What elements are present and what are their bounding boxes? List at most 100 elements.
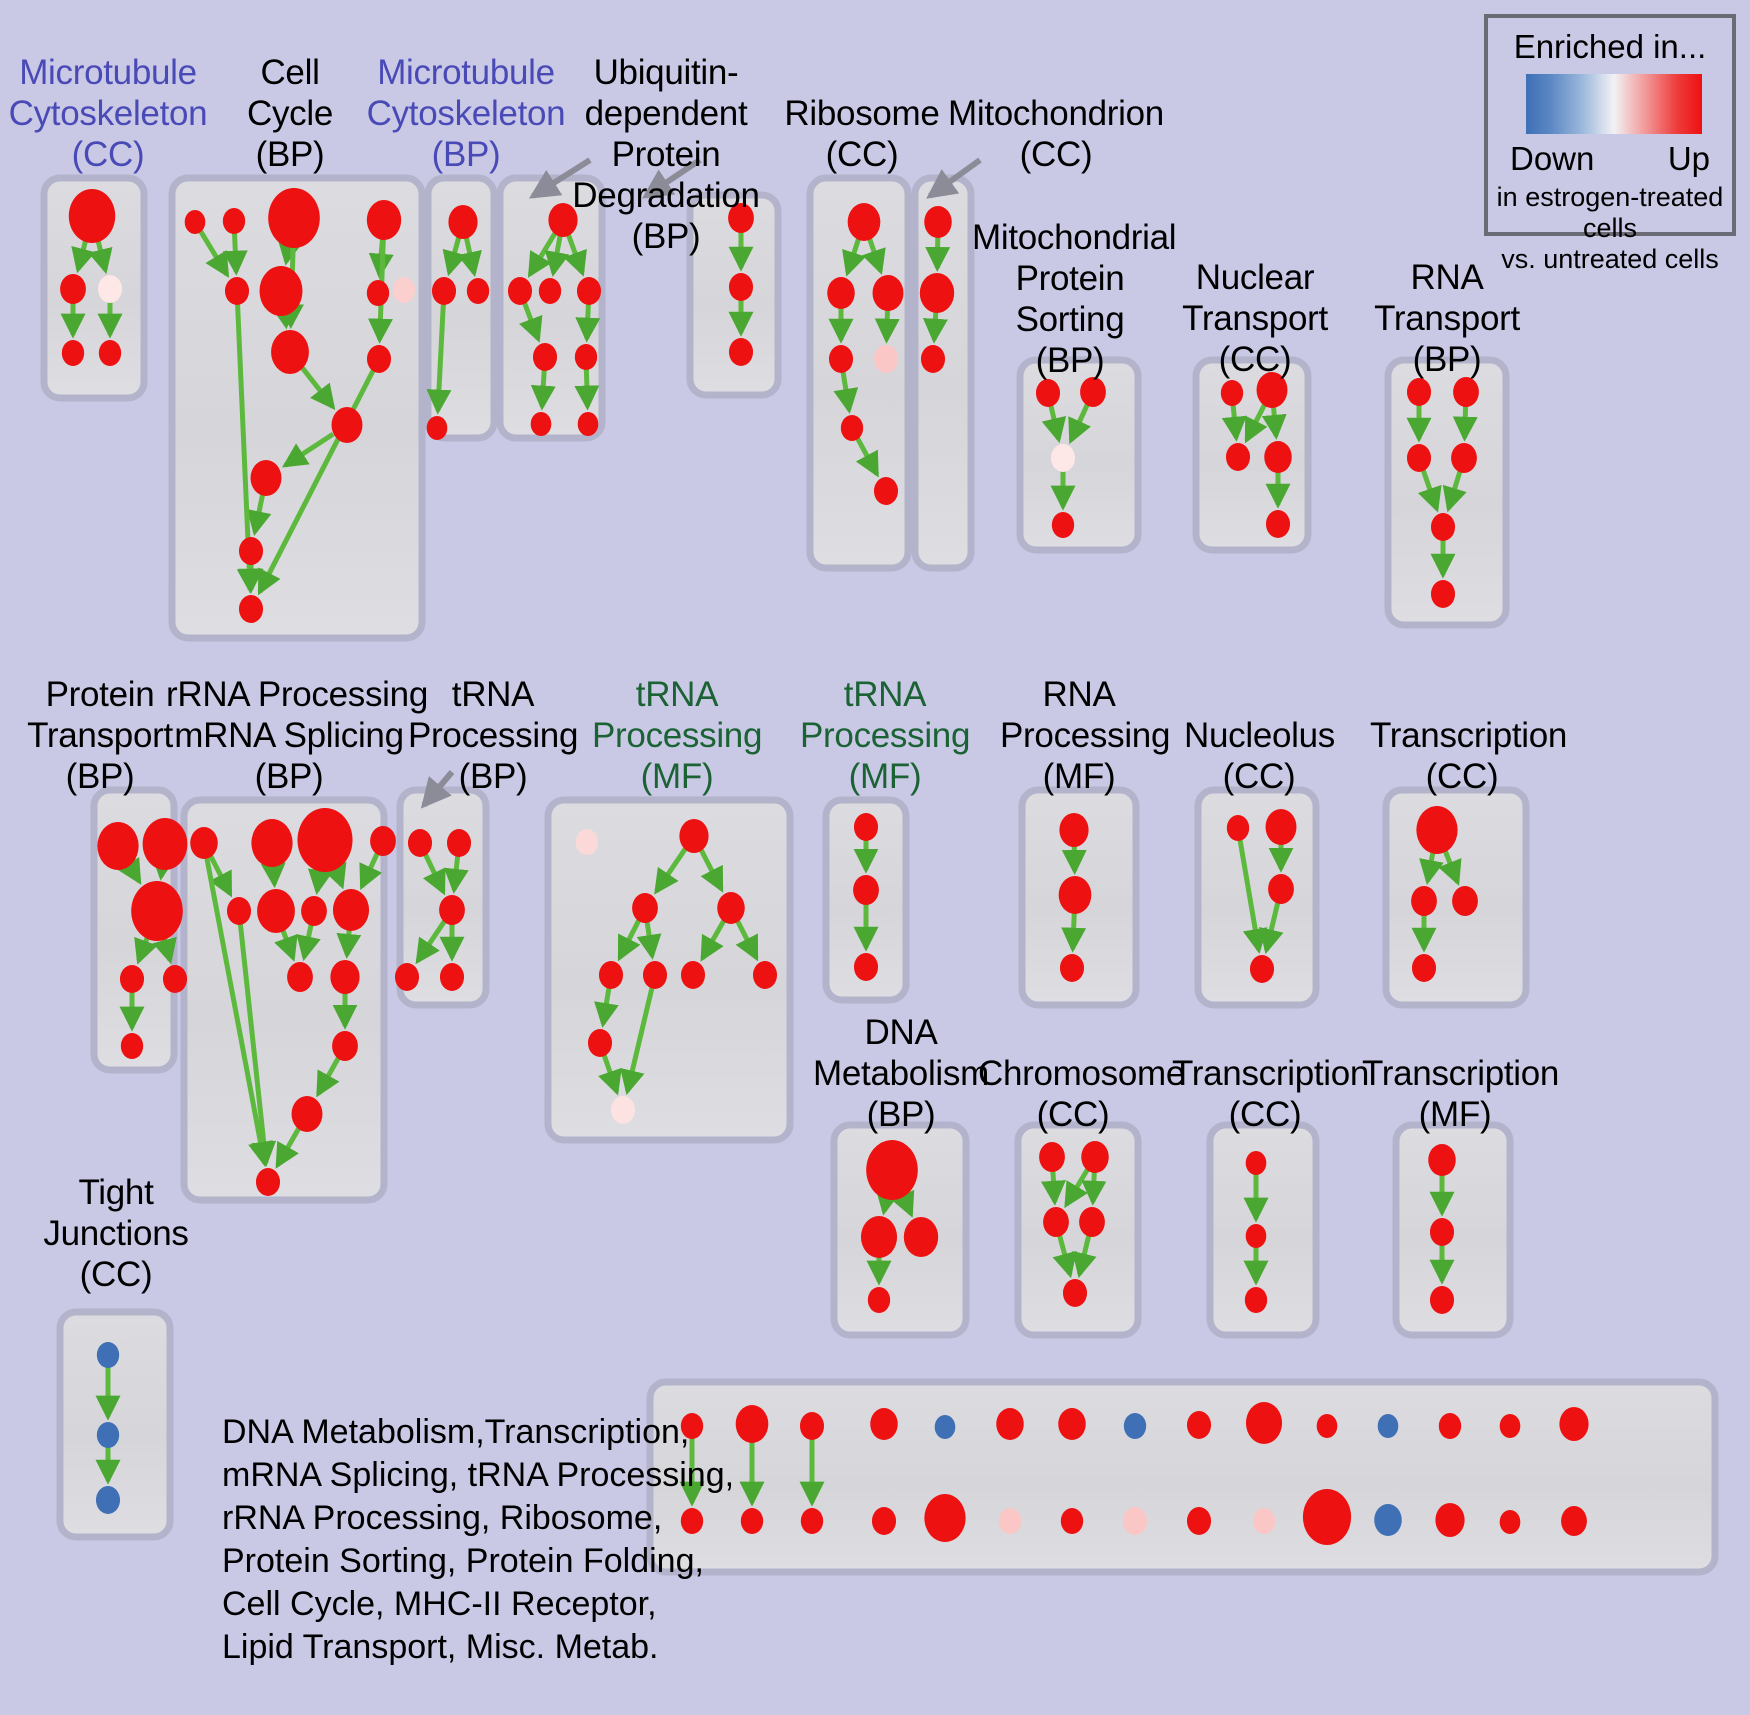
network-node[interactable] bbox=[238, 537, 264, 565]
network-node[interactable] bbox=[853, 875, 879, 905]
network-node[interactable] bbox=[1411, 886, 1437, 916]
network-node[interactable] bbox=[1226, 815, 1250, 841]
network-node[interactable] bbox=[574, 344, 598, 370]
network-node[interactable] bbox=[1265, 809, 1297, 845]
network-node[interactable] bbox=[866, 1140, 918, 1200]
network-node[interactable] bbox=[1058, 876, 1092, 914]
network-node[interactable] bbox=[448, 205, 478, 239]
network-node[interactable] bbox=[301, 896, 327, 926]
network-node[interactable] bbox=[1430, 580, 1456, 608]
network-node[interactable] bbox=[1244, 1287, 1268, 1313]
network-node[interactable] bbox=[1256, 372, 1288, 408]
network-node[interactable] bbox=[1268, 874, 1294, 904]
network-node[interactable] bbox=[446, 829, 472, 857]
network-node[interactable] bbox=[1220, 380, 1244, 406]
network-node[interactable] bbox=[871, 1507, 897, 1535]
network-node[interactable] bbox=[1186, 1411, 1212, 1439]
network-node[interactable] bbox=[752, 961, 778, 989]
network-node[interactable] bbox=[1428, 1144, 1456, 1176]
network-node[interactable] bbox=[1245, 1151, 1267, 1175]
network-node[interactable] bbox=[251, 819, 293, 867]
network-node[interactable] bbox=[1123, 1413, 1147, 1439]
network-node[interactable] bbox=[226, 897, 252, 925]
network-node[interactable] bbox=[96, 1342, 120, 1368]
network-node[interactable] bbox=[1316, 1414, 1338, 1438]
network-node[interactable] bbox=[1406, 378, 1432, 406]
network-node[interactable] bbox=[1122, 1507, 1148, 1535]
network-node[interactable] bbox=[1416, 806, 1458, 854]
network-node[interactable] bbox=[184, 210, 206, 234]
network-node[interactable] bbox=[1245, 1224, 1267, 1248]
network-node[interactable] bbox=[576, 277, 602, 305]
network-node[interactable] bbox=[532, 343, 558, 371]
network-node[interactable] bbox=[96, 1422, 120, 1448]
network-node[interactable] bbox=[1429, 1218, 1455, 1246]
network-node[interactable] bbox=[1452, 886, 1478, 916]
network-node[interactable] bbox=[1499, 1414, 1521, 1438]
network-node[interactable] bbox=[873, 345, 899, 373]
network-node[interactable] bbox=[799, 1412, 825, 1440]
network-node[interactable] bbox=[632, 893, 658, 923]
network-node[interactable] bbox=[119, 965, 145, 993]
network-node[interactable] bbox=[1499, 1510, 1521, 1534]
network-node[interactable] bbox=[548, 203, 578, 237]
network-node[interactable] bbox=[426, 416, 448, 440]
network-node[interactable] bbox=[507, 277, 533, 305]
network-node[interactable] bbox=[1453, 377, 1479, 407]
network-node[interactable] bbox=[330, 960, 360, 994]
network-node[interactable] bbox=[332, 1031, 358, 1061]
network-node[interactable] bbox=[1225, 443, 1251, 471]
network-node[interactable] bbox=[827, 277, 855, 309]
network-node[interactable] bbox=[1050, 444, 1076, 472]
network-node[interactable] bbox=[297, 808, 353, 872]
network-node[interactable] bbox=[331, 407, 363, 443]
network-node[interactable] bbox=[828, 345, 854, 373]
network-node[interactable] bbox=[61, 340, 85, 366]
network-node[interactable] bbox=[407, 829, 433, 857]
network-node[interactable] bbox=[162, 965, 188, 993]
network-node[interactable] bbox=[1051, 512, 1075, 538]
network-node[interactable] bbox=[1559, 1407, 1589, 1441]
network-node[interactable] bbox=[439, 895, 465, 925]
network-node[interactable] bbox=[717, 892, 745, 924]
network-node[interactable] bbox=[1438, 1413, 1462, 1439]
network-node[interactable] bbox=[95, 1486, 121, 1514]
network-node[interactable] bbox=[370, 826, 396, 856]
network-node[interactable] bbox=[287, 962, 313, 992]
network-node[interactable] bbox=[97, 822, 139, 870]
network-node[interactable] bbox=[250, 460, 282, 496]
network-node[interactable] bbox=[259, 266, 303, 316]
network-node[interactable] bbox=[392, 277, 416, 303]
network-node[interactable] bbox=[1081, 1141, 1109, 1173]
network-node[interactable] bbox=[538, 278, 562, 304]
network-node[interactable] bbox=[740, 1508, 764, 1534]
network-node[interactable] bbox=[642, 961, 668, 989]
network-node[interactable] bbox=[1039, 1142, 1065, 1172]
network-node[interactable] bbox=[366, 345, 392, 373]
network-node[interactable] bbox=[1430, 513, 1456, 541]
network-node[interactable] bbox=[598, 961, 624, 989]
network-node[interactable] bbox=[1429, 1286, 1455, 1314]
network-node[interactable] bbox=[919, 273, 955, 313]
network-node[interactable] bbox=[853, 813, 879, 841]
network-node[interactable] bbox=[872, 275, 904, 311]
network-node[interactable] bbox=[1080, 377, 1106, 407]
network-node[interactable] bbox=[255, 1168, 281, 1196]
network-node[interactable] bbox=[1406, 444, 1432, 472]
network-node[interactable] bbox=[728, 338, 754, 366]
network-node[interactable] bbox=[847, 203, 881, 241]
network-node[interactable] bbox=[867, 1287, 891, 1313]
network-node[interactable] bbox=[268, 188, 320, 248]
network-node[interactable] bbox=[680, 1413, 704, 1439]
network-node[interactable] bbox=[98, 340, 122, 366]
network-node[interactable] bbox=[924, 1494, 966, 1542]
network-node[interactable] bbox=[587, 1029, 613, 1057]
network-node[interactable] bbox=[735, 1405, 769, 1443]
network-node[interactable] bbox=[332, 889, 370, 931]
network-node[interactable] bbox=[366, 280, 390, 306]
network-node[interactable] bbox=[728, 203, 754, 233]
network-node[interactable] bbox=[131, 881, 183, 941]
network-node[interactable] bbox=[97, 275, 123, 303]
network-node[interactable] bbox=[920, 345, 946, 373]
network-node[interactable] bbox=[860, 1216, 898, 1258]
